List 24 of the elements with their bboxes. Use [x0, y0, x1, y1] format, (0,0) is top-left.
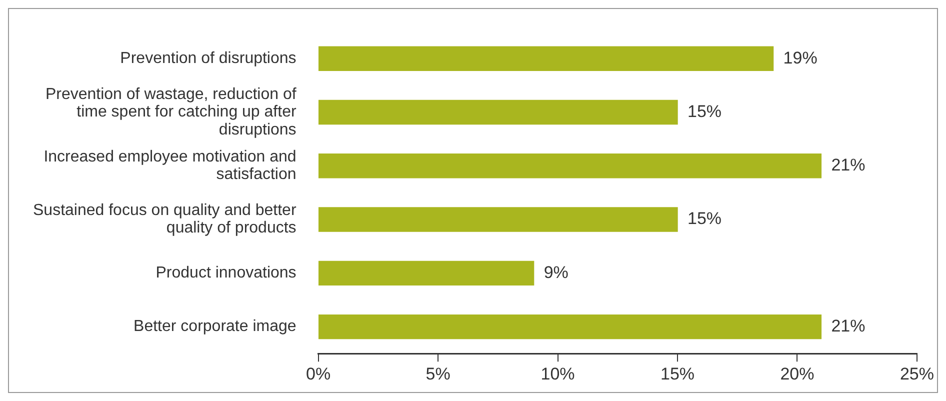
bar — [318, 100, 678, 125]
data-label: 9% — [544, 262, 568, 282]
y-tick-label: Product innovations — [156, 264, 296, 282]
y-tick-label: Sustained focus on quality and better quality of products — [32, 202, 297, 237]
x-tick-label: 0% — [306, 364, 331, 384]
x-tick-label: 10% — [540, 364, 575, 384]
data-label: 15% — [688, 209, 722, 228]
y-tick-label: Prevention of wastage, reduction of time spent for catching up after disruptions — [45, 86, 297, 138]
bar — [318, 46, 774, 71]
x-tick-label: 5% — [426, 364, 450, 384]
data-label: 21% — [831, 156, 866, 175]
bar — [318, 260, 534, 286]
data-label: 19% — [783, 48, 818, 68]
x-tick-label: 25% — [900, 364, 934, 384]
y-tick-label: Better corporate image — [134, 318, 296, 336]
x-tick-label: 20% — [780, 364, 814, 384]
data-label: 15% — [688, 102, 722, 121]
bar — [318, 154, 822, 178]
bar — [318, 314, 822, 340]
y-tick-label: Increased employee motivation and satisfaction — [44, 148, 296, 184]
data-label: 21% — [831, 316, 866, 336]
y-tick-label: Prevention of disruptions — [120, 50, 296, 68]
x-tick-label: 15% — [660, 364, 695, 384]
bar — [318, 207, 678, 232]
